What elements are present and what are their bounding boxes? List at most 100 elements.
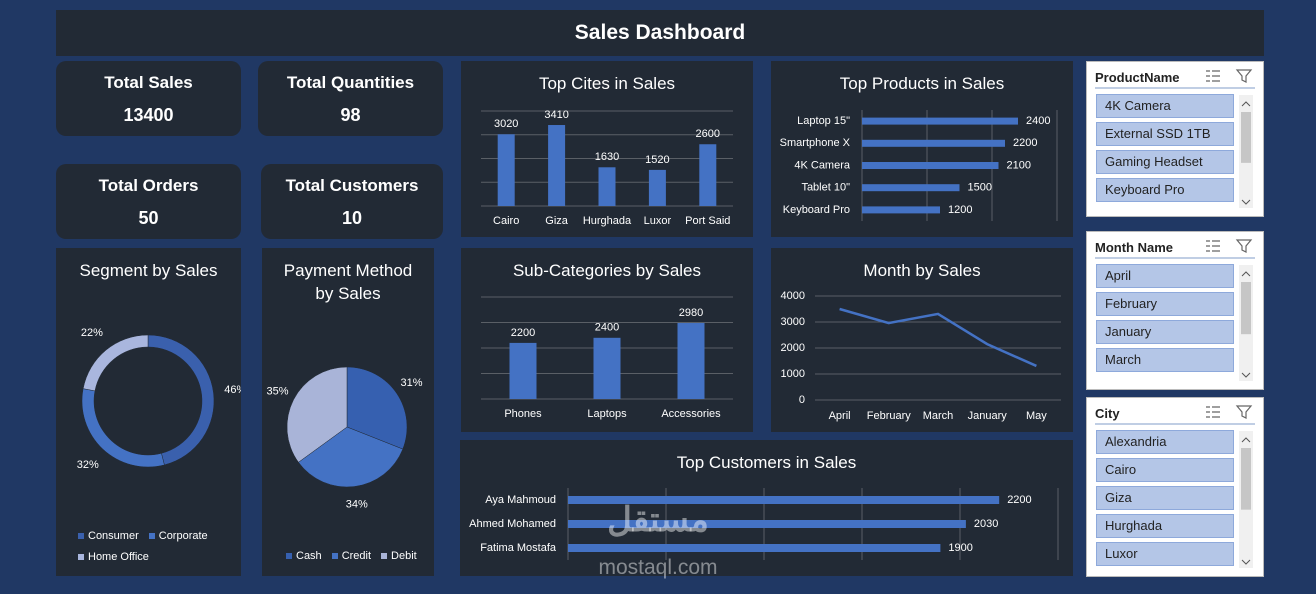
line — [839, 307, 1037, 368]
legend-label: Debit — [391, 550, 417, 562]
bar — [862, 139, 1005, 147]
multiselect-icon[interactable] — [1206, 406, 1220, 418]
slicer-item[interactable]: Giza — [1096, 486, 1234, 510]
slicer-item[interactable]: March — [1096, 348, 1234, 372]
x-tick-label: January — [968, 410, 1008, 422]
kpi-label: Total Sales — [104, 73, 193, 92]
chart-panel: Aya Mahmoud 2200 Ahmed Mohamed 2030 Fatima M… — [460, 440, 1073, 576]
legend-label: Cash — [296, 550, 322, 562]
scroll-arrows[interactable] — [1241, 271, 1251, 378]
slicer-item[interactable]: January — [1096, 320, 1234, 344]
category-label: Ahmed Mohamed — [469, 518, 556, 530]
slicer-item[interactable]: Cairo — [1096, 458, 1234, 482]
bar — [862, 117, 1018, 125]
category-label: Fatima Mostafa — [480, 542, 557, 554]
data-label: 22% — [81, 327, 103, 339]
legend-swatch — [331, 553, 338, 559]
kpi-label: Total Quantities — [286, 73, 415, 92]
data-label: 1500 — [968, 182, 992, 194]
slicer-chrome — [1095, 69, 1255, 208]
slicer-item[interactable]: 4K Camera — [1096, 94, 1234, 118]
data-label: 34% — [346, 498, 368, 510]
category-label: Tablet 10" — [801, 182, 850, 194]
x-tick-label: March — [923, 410, 954, 422]
y-tick-label: 0 — [799, 394, 805, 406]
bar — [568, 520, 966, 528]
legend-item: Cash — [286, 550, 322, 562]
slice — [147, 334, 215, 466]
bar — [568, 496, 1000, 504]
category-label: Smartphone X — [780, 137, 851, 149]
data-label: 2100 — [1007, 159, 1031, 171]
data-label: 3020 — [494, 118, 518, 130]
x-tick-label: May — [1026, 410, 1047, 422]
data-label: 2030 — [974, 518, 998, 530]
scroll-thumb[interactable] — [1241, 112, 1251, 163]
slicer-item[interactable]: Hurghada — [1096, 514, 1234, 538]
legend: Consumer Corporate Home Office — [78, 530, 228, 572]
legend-label: Credit — [341, 550, 372, 562]
watermark-text: mostaql.com — [598, 556, 718, 579]
slicer-item[interactable]: February — [1096, 292, 1234, 316]
category-label: Cairo — [493, 215, 519, 227]
chart-panel: 0 1000 2000 3000 4000 April February March Janua… — [771, 248, 1073, 432]
legend-label: Home Office — [88, 551, 149, 563]
data-label: 1900 — [948, 542, 972, 554]
chart: 2200 Phones 2400 Laptops 2980 Accessories — [481, 296, 733, 420]
category-label: Keyboard Pro — [783, 204, 850, 216]
scroll-thumb[interactable] — [1241, 448, 1251, 510]
bar — [648, 169, 666, 206]
clear-filter-icon[interactable] — [1235, 239, 1253, 253]
category-label: Laptops — [587, 408, 627, 420]
slice — [298, 426, 404, 488]
scroll-arrows[interactable] — [1241, 101, 1251, 205]
data-label: 3410 — [544, 109, 568, 121]
slicer-item[interactable]: External SSD 1TB — [1096, 122, 1234, 146]
legend-swatch — [148, 533, 155, 539]
y-tick-label: 1000 — [781, 368, 805, 380]
legend-item: Corporate — [148, 530, 208, 542]
bar — [677, 323, 705, 399]
slicer-chrome — [1095, 239, 1255, 381]
legend-swatch — [381, 553, 388, 559]
legend: Cash Credit Debit — [286, 550, 436, 571]
chart-title: Sub-Categories by Sales — [512, 261, 702, 280]
kpi-card: Total Sales 13400 — [56, 61, 241, 136]
slicer-title: Month Name — [1095, 240, 1173, 255]
bar — [548, 125, 566, 206]
bar — [509, 342, 537, 399]
slicer-title: City — [1095, 406, 1120, 421]
slicer-item[interactable]: Alexandria — [1096, 430, 1234, 454]
multiselect-icon[interactable] — [1206, 70, 1220, 82]
legend-swatch — [78, 533, 84, 539]
bar — [593, 337, 621, 399]
kpi-card: Total Customers 10 — [261, 164, 443, 239]
clear-filter-icon[interactable] — [1235, 69, 1253, 83]
category-label: Laptop 15" — [797, 115, 850, 127]
scroll-arrows[interactable] — [1241, 437, 1251, 565]
chart-panel: 3020 Cairo 3410 Giza 1630 Hurghada 1520 Luxor 26… — [461, 61, 753, 237]
slicer-item[interactable]: Gaming Headset — [1096, 150, 1234, 174]
data-label: 2980 — [679, 307, 703, 319]
legend-item: Credit — [331, 550, 372, 562]
scroll-thumb[interactable] — [1241, 282, 1251, 335]
category-label: Phones — [504, 408, 542, 420]
data-label: 35% — [266, 385, 288, 397]
category-label: Giza — [545, 215, 569, 227]
slice — [286, 366, 348, 463]
slicer-item[interactable]: Luxor — [1096, 542, 1234, 566]
y-tick-label: 3000 — [781, 316, 805, 328]
slicer: Month Name April February January March — [1086, 231, 1264, 390]
clear-filter-icon[interactable] — [1235, 405, 1253, 419]
chart-panel: 46% 32% 22% Segment by Sales Consumer Corpora… — [56, 248, 241, 576]
bar — [862, 162, 999, 169]
data-label: 2200 — [1007, 494, 1031, 506]
chart-panel: 31% 34% 35% Payment Method by Sales Cash Cred… — [262, 248, 434, 576]
slicer-item[interactable]: Keyboard Pro — [1096, 178, 1234, 202]
kpi-value: 13400 — [123, 105, 174, 125]
y-tick-label: 4000 — [781, 290, 805, 302]
slicer-item[interactable]: April — [1096, 264, 1234, 288]
header-title: Sales Dashboard — [56, 10, 1264, 56]
chart: Aya Mahmoud 2200 Ahmed Mohamed 2030 Fatima M… — [469, 488, 1059, 560]
multiselect-icon[interactable] — [1206, 240, 1220, 252]
